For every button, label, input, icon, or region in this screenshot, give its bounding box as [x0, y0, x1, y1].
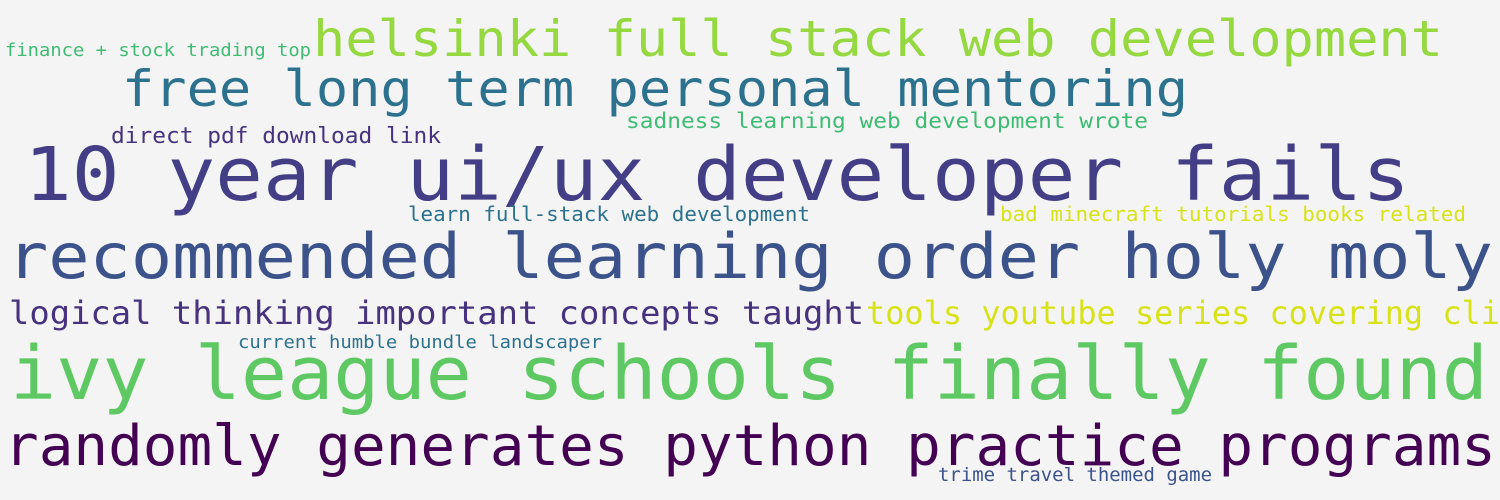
cloud-phrase: trime travel themed game	[938, 464, 1212, 486]
cloud-phrase: logical thinking important concepts taug…	[9, 294, 865, 332]
cloud-phrase: randomly generates python practice progr…	[4, 414, 1496, 479]
cloud-phrase: helsinki full stack web development	[313, 10, 1443, 68]
cloud-phrase: finance + stock trading top	[5, 40, 312, 61]
cloud-phrase: sadness learning web development wrote	[626, 109, 1148, 133]
cloud-phrase: learn full-stack web development	[408, 202, 810, 226]
cloud-phrase: recommended learning order holy moly	[7, 220, 1493, 293]
cloud-phrase: direct pdf download link	[111, 124, 442, 149]
cloud-phrase: ivy league schools finally found	[10, 331, 1488, 417]
cloud-phrase: tools youtube series covering cli	[866, 294, 1500, 332]
cloud-phrase: current humble bundle landscaper	[238, 332, 603, 353]
cloud-phrase: bad minecraft tutorials books related	[1000, 202, 1466, 226]
cloud-phrase: 10 year ui/ux developer fails	[24, 132, 1410, 218]
cloud-phrase: free long term personal mentoring	[122, 60, 1189, 118]
